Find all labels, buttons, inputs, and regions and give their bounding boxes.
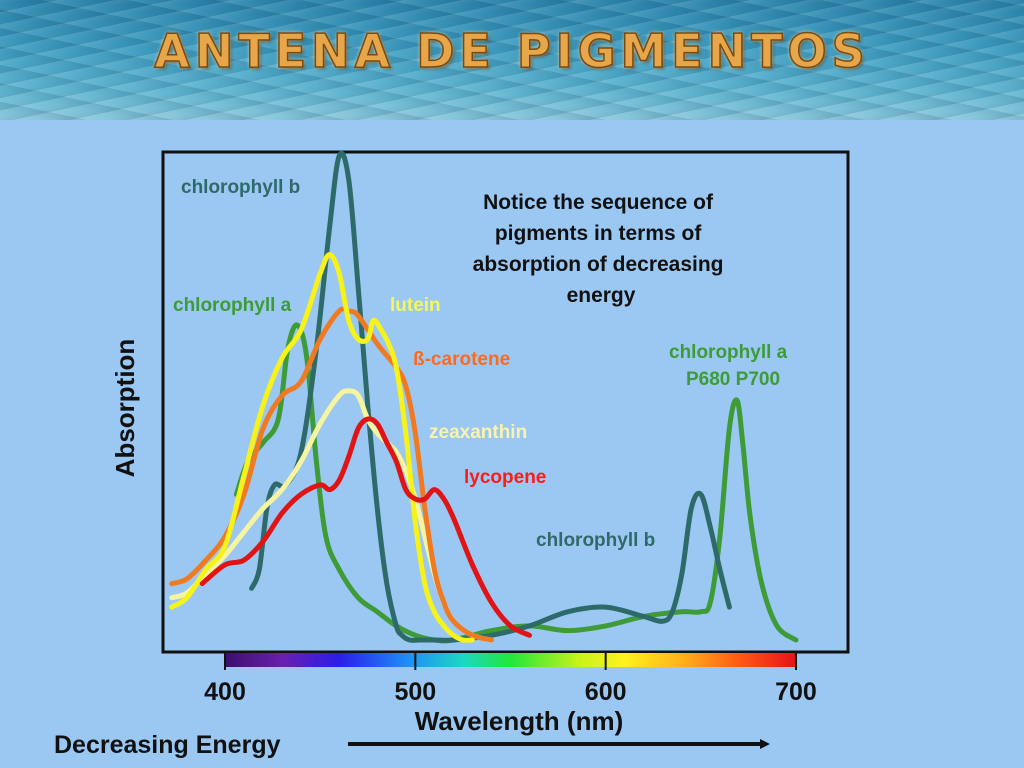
x-tick-label-700: 700	[775, 678, 817, 706]
annotation-text: Notice the sequence of pigments in terms…	[473, 191, 730, 307]
series-line-chlorophyll-b	[249, 150, 732, 643]
x-tick-label-500: 500	[394, 678, 436, 706]
series-line-lutein	[169, 252, 475, 643]
x-tick-layer: 400 500 600 700	[204, 653, 817, 706]
plot-frame	[161, 150, 850, 654]
annotation-line-2: pigments in terms of	[495, 222, 703, 245]
legend-label-lutein: lutein	[390, 295, 441, 316]
legend-label-chlorophyll-a-right-line-2: P680 P700	[686, 369, 780, 390]
annotation-line-1: Notice the sequence of	[483, 191, 714, 214]
x-tick-label-600: 600	[585, 678, 627, 706]
legend-label-chlorophyll-a-right: chlorophyll a P680 P700	[669, 342, 793, 390]
y-axis-label: Absorption	[110, 339, 140, 478]
slide-header-water-banner: ANTENA DE PIGMENTOS	[0, 0, 1024, 120]
series-line-lycopene	[199, 416, 532, 638]
legend-label-chlorophyll-a-right-line-1: chlorophyll a	[669, 342, 788, 363]
legend-label-lycopene: lycopene	[464, 467, 546, 488]
energy-label: Decreasing Energy	[54, 731, 281, 759]
legend-label-chlorophyll-b-top: chlorophyll b	[181, 177, 300, 198]
legend-label-zeaxanthin: zeaxanthin	[429, 422, 527, 443]
x-axis-label: Wavelength (nm)	[415, 706, 623, 736]
legend-label-chlorophyll-b-right: chlorophyll b	[536, 530, 655, 551]
legend-label-chlorophyll-a-left: chlorophyll a	[173, 295, 292, 316]
x-tick-label-400: 400	[204, 678, 246, 706]
annotation-line-4: energy	[567, 284, 636, 307]
series-layer	[169, 150, 799, 644]
slide-title: ANTENA DE PIGMENTOS	[153, 23, 870, 79]
visible-spectrum-bar	[225, 653, 796, 667]
annotation-line-3: absorption of decreasing	[473, 253, 724, 276]
legend-label-beta-carotene: ß-carotene	[413, 349, 510, 370]
